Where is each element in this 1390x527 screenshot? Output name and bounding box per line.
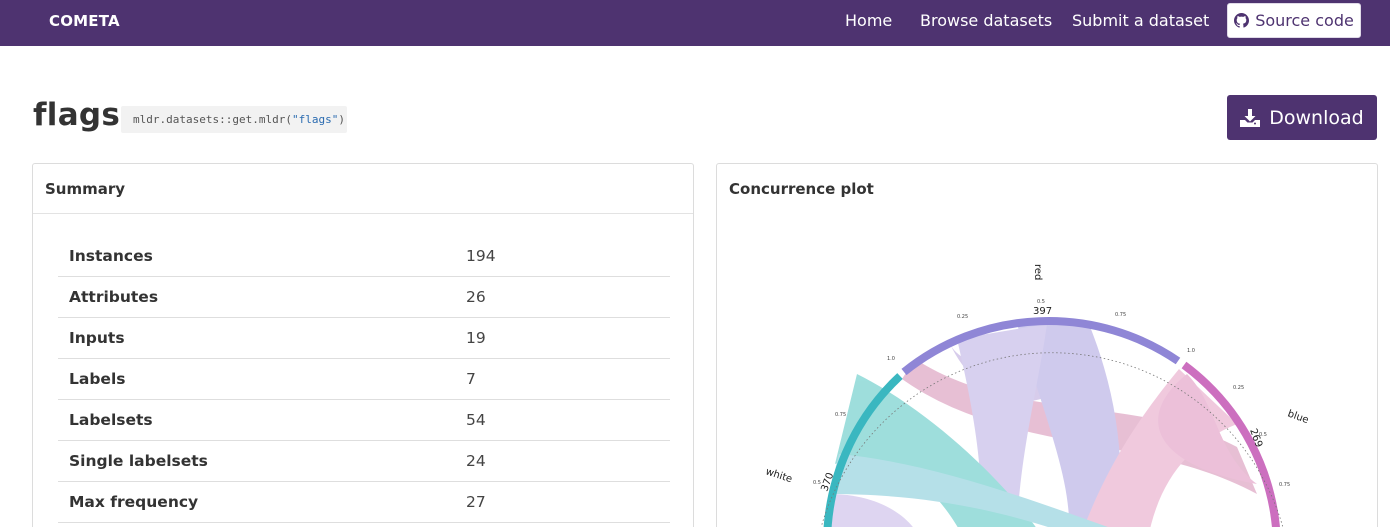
summary-card: Summary Instances 194 Attributes 26 Inputs… — [32, 163, 694, 527]
ribbon-white-white — [827, 494, 913, 527]
source-code-button[interactable]: Source code — [1227, 3, 1361, 38]
table-row: Attributes 26 — [58, 277, 670, 318]
source-code-label: Source code — [1255, 11, 1354, 30]
download-button[interactable]: Download — [1227, 95, 1377, 140]
row-value: 7 — [466, 370, 476, 388]
row-value: 24 — [466, 452, 486, 470]
row-key: Inputs — [69, 329, 125, 347]
count-red: 397 — [1033, 306, 1052, 317]
row-value: 27 — [466, 493, 486, 511]
row-key: Max frequency — [69, 493, 199, 511]
row-key: Labelsets — [69, 411, 153, 429]
tick-ring — [820, 352, 1284, 527]
download-label: Download — [1269, 106, 1364, 129]
tick-label: 0.5 — [813, 480, 821, 486]
table-row: Single labelsets 24 — [58, 441, 670, 482]
github-icon — [1234, 13, 1250, 28]
table-row: Labels 7 — [58, 359, 670, 400]
tick-label: 0.75 — [835, 412, 846, 418]
row-key: Attributes — [69, 288, 159, 306]
summary-table: Instances 194 Attributes 26 Inputs 19 Label… — [58, 236, 670, 523]
tick-label: 0.75 — [1279, 482, 1290, 488]
label-white: white — [764, 466, 793, 485]
brand-logo[interactable]: COMETA — [49, 12, 120, 30]
tick-label: 1.0 — [887, 356, 895, 362]
code-suffix: ) — [338, 113, 345, 126]
row-key: Labels — [69, 370, 126, 388]
ribbon-red-lower-2 — [957, 324, 1047, 527]
ribbon-blue-blue — [1158, 374, 1257, 484]
nav-browse-datasets[interactable]: Browse datasets — [920, 11, 1053, 30]
arc-white — [823, 373, 903, 527]
page-title: flags — [33, 97, 121, 133]
arc-red — [901, 317, 1181, 376]
code-arg: "flags" — [291, 113, 339, 126]
download-icon — [1240, 108, 1261, 127]
concurrence-title: Concurrence plot — [729, 180, 874, 198]
nav-submit-dataset[interactable]: Submit a dataset — [1072, 11, 1210, 30]
code-prefix: mldr.datasets::get.mldr( — [133, 113, 292, 126]
tick-label: 0.5 — [1259, 432, 1267, 438]
code-snippet: mldr.datasets::get.mldr("flags") — [121, 106, 347, 133]
tick-label: 0.25 — [957, 314, 968, 320]
ribbon-white-blue — [829, 454, 1108, 527]
label-red: red — [1032, 264, 1043, 280]
concurrence-card: Concurrence plot red 397 blue 269 white … — [716, 163, 1378, 527]
tick-label: 0.75 — [1115, 312, 1126, 318]
navbar: COMETA Home Browse datasets Submit a dat… — [0, 0, 1390, 46]
chord-diagram: red 397 blue 269 white 370 0.5 0.25 0.75… — [764, 264, 1310, 527]
summary-title: Summary — [33, 164, 693, 214]
label-blue: blue — [1286, 408, 1310, 426]
row-value: 54 — [466, 411, 486, 429]
tick-label: 0.25 — [1233, 385, 1244, 391]
arc-blue — [1181, 361, 1280, 527]
row-value: 19 — [466, 329, 486, 347]
ribbon-red-lower — [1017, 324, 1121, 527]
table-row: Max frequency 27 — [58, 482, 670, 523]
table-row: Instances 194 — [58, 236, 670, 277]
table-row: Inputs 19 — [58, 318, 670, 359]
row-value: 194 — [466, 247, 496, 265]
row-key: Instances — [69, 247, 153, 265]
row-key: Single labelsets — [69, 452, 208, 470]
row-value: 26 — [466, 288, 486, 306]
table-row: Labelsets 54 — [58, 400, 670, 441]
nav-home[interactable]: Home — [845, 11, 893, 30]
tick-label: 1.0 — [1187, 348, 1195, 354]
tick-label: 0.5 — [1037, 299, 1045, 305]
